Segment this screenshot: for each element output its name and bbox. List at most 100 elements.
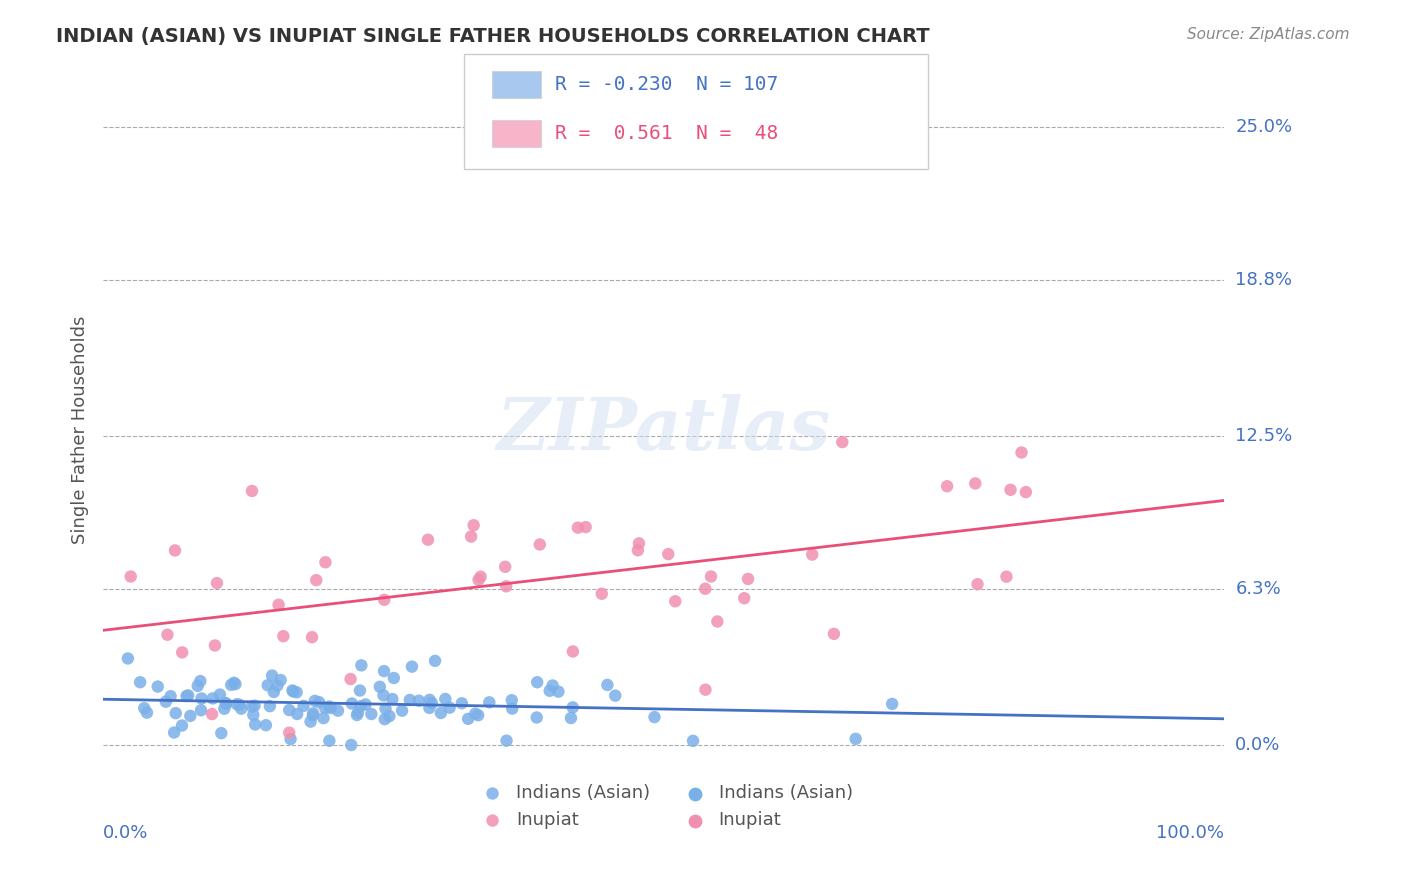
- Indians (Asian): [467, 708, 489, 723]
- Indians (Asian): [117, 651, 139, 665]
- Indians (Asian): [457, 712, 479, 726]
- Indians (Asian): [495, 733, 517, 747]
- Inupiat: [205, 576, 228, 591]
- Indians (Asian): [208, 688, 231, 702]
- Indians (Asian): [439, 700, 461, 714]
- Indians (Asian): [346, 708, 368, 723]
- Indians (Asian): [176, 689, 198, 703]
- Indians (Asian): [318, 699, 340, 714]
- Inupiat: [494, 559, 516, 574]
- Text: 0.0%: 0.0%: [1236, 736, 1281, 754]
- Indians (Asian): [526, 675, 548, 690]
- Indians (Asian): [312, 711, 335, 725]
- Indians (Asian): [340, 738, 363, 752]
- Inupiat: [575, 520, 598, 534]
- Indians (Asian): [225, 698, 247, 712]
- Inupiat: [1015, 485, 1038, 500]
- Indians (Asian): [129, 675, 152, 690]
- Indians (Asian): [214, 702, 236, 716]
- Inupiat: [737, 572, 759, 586]
- Indians (Asian): [547, 684, 569, 698]
- Inupiat: [172, 645, 194, 659]
- Indians (Asian): [155, 695, 177, 709]
- Indians (Asian): [224, 677, 246, 691]
- Inupiat: [831, 435, 853, 450]
- Indians (Asian): [201, 691, 224, 706]
- Inupiat: [463, 518, 485, 533]
- Indians (Asian): [163, 725, 186, 739]
- Inupiat: [301, 630, 323, 644]
- Indians (Asian): [256, 678, 278, 692]
- Inupiat: [561, 644, 583, 658]
- Indians (Asian): [134, 701, 156, 715]
- Indians (Asian): [347, 706, 370, 720]
- Indians (Asian): [170, 718, 193, 732]
- Indians (Asian): [560, 711, 582, 725]
- Indians (Asian): [215, 697, 238, 711]
- Indians (Asian): [231, 701, 253, 715]
- Indians (Asian): [159, 689, 181, 703]
- Inupiat: [267, 598, 290, 612]
- Indians (Asian): [214, 696, 236, 710]
- Text: INDIAN (ASIAN) VS INUPIAT SINGLE FATHER HOUSEHOLDS CORRELATION CHART: INDIAN (ASIAN) VS INUPIAT SINGLE FATHER …: [56, 27, 929, 45]
- Indians (Asian): [259, 699, 281, 714]
- Indians (Asian): [228, 698, 250, 712]
- Indians (Asian): [350, 699, 373, 714]
- Indians (Asian): [526, 710, 548, 724]
- Indians (Asian): [378, 709, 401, 723]
- Indians (Asian): [243, 717, 266, 731]
- Text: ZIPatlas: ZIPatlas: [496, 394, 831, 466]
- Inupiat: [627, 536, 650, 550]
- Text: 100.0%: 100.0%: [1156, 824, 1225, 842]
- Indians (Asian): [360, 706, 382, 721]
- Indians (Asian): [179, 709, 201, 723]
- Inupiat: [695, 682, 717, 697]
- Indians (Asian): [430, 706, 453, 720]
- Inupiat: [156, 628, 179, 642]
- Indians (Asian): [219, 678, 242, 692]
- Indians (Asian): [434, 692, 457, 706]
- Indians (Asian): [326, 704, 349, 718]
- Indians (Asian): [262, 668, 284, 682]
- Indians (Asian): [382, 671, 405, 685]
- Indians (Asian): [292, 698, 315, 713]
- Indians (Asian): [302, 706, 325, 721]
- Indians (Asian): [136, 706, 159, 720]
- Indians (Asian): [605, 689, 627, 703]
- Inupiat: [965, 476, 987, 491]
- Inupiat: [305, 573, 328, 587]
- Text: R = -0.230  N = 107: R = -0.230 N = 107: [555, 75, 779, 95]
- Indians (Asian): [177, 689, 200, 703]
- Indians (Asian): [304, 694, 326, 708]
- Indians (Asian): [240, 699, 263, 714]
- Indians (Asian): [318, 733, 340, 747]
- Indians (Asian): [501, 693, 523, 707]
- Inupiat: [278, 725, 301, 739]
- Indians (Asian): [350, 658, 373, 673]
- Text: Source: ZipAtlas.com: Source: ZipAtlas.com: [1187, 27, 1350, 42]
- Indians (Asian): [374, 712, 396, 726]
- Indians (Asian): [391, 704, 413, 718]
- Indians (Asian): [190, 691, 212, 706]
- Inupiat: [416, 533, 439, 547]
- Inupiat: [695, 582, 717, 596]
- Indians (Asian): [420, 696, 443, 710]
- Indians (Asian): [285, 706, 308, 721]
- Indians (Asian): [682, 733, 704, 747]
- Indians (Asian): [222, 675, 245, 690]
- Indians (Asian): [283, 684, 305, 698]
- Inupiat: [273, 629, 295, 643]
- Inupiat: [120, 569, 142, 583]
- Inupiat: [627, 543, 650, 558]
- Indians (Asian): [373, 689, 395, 703]
- Indians (Asian): [845, 731, 868, 746]
- Indians (Asian): [450, 696, 472, 710]
- Inupiat: [936, 479, 959, 493]
- Indians (Asian): [349, 683, 371, 698]
- Indians (Asian): [266, 679, 288, 693]
- Indians (Asian): [187, 679, 209, 693]
- Inupiat: [467, 573, 489, 587]
- Inupiat: [567, 521, 589, 535]
- Indians (Asian): [299, 714, 322, 729]
- Inupiat: [995, 570, 1018, 584]
